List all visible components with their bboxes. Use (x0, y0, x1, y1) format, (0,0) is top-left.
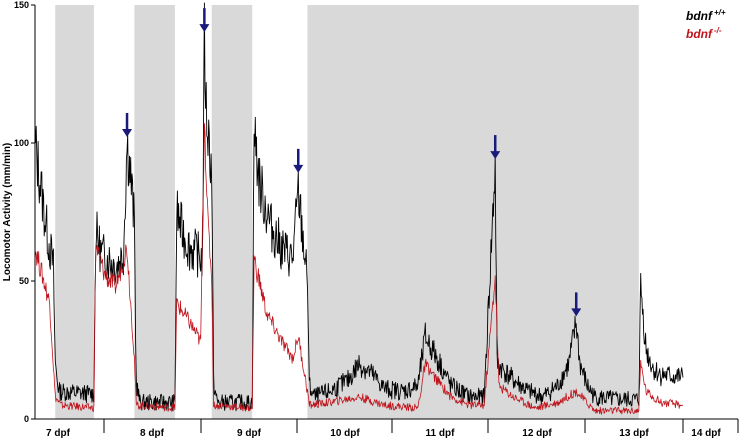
day-label: 14 dpf (691, 428, 721, 439)
y-tick-label: 100 (14, 138, 29, 148)
legend-entry: bdnf +/+ (686, 8, 726, 23)
activity-series (34, 2, 684, 415)
y-tick-label: 50 (19, 276, 29, 286)
legend: bdnf +/+ bdnf -/- (686, 8, 726, 41)
dark-period-band (307, 5, 639, 419)
y-axis-label: Locomotor Activity (mm/min) (2, 143, 13, 282)
y-tick-label: 150 (14, 0, 29, 10)
series-line-mutant (34, 123, 684, 415)
day-label: 11 dpf (426, 428, 456, 439)
day-label: 10 dpf (330, 428, 360, 439)
event-arrow (199, 8, 210, 33)
dark-period-band (211, 5, 253, 419)
event-arrow (571, 292, 582, 317)
day-label: 13 dpf (619, 428, 649, 439)
event-arrow (122, 113, 133, 137)
dark-period-band (55, 5, 94, 419)
day-label: 7 dpf (46, 428, 71, 439)
day-label: 12 dpf (522, 428, 552, 439)
event-arrows (122, 8, 582, 317)
dark-period-bands (55, 5, 639, 419)
day-label: 8 dpf (140, 428, 165, 439)
event-arrow (490, 135, 501, 160)
event-arrow (293, 148, 304, 173)
legend-entry: bdnf -/- (686, 26, 722, 41)
y-tick-label: 0 (24, 414, 29, 424)
dark-period-band (134, 5, 175, 419)
axes: 0 50 100 150 7 dpf 8 dpf 9 dpf 10 dpf 11 dpf 12 d… (14, 0, 739, 439)
day-label: 9 dpf (237, 428, 262, 439)
series-line-wildtype (34, 2, 684, 412)
